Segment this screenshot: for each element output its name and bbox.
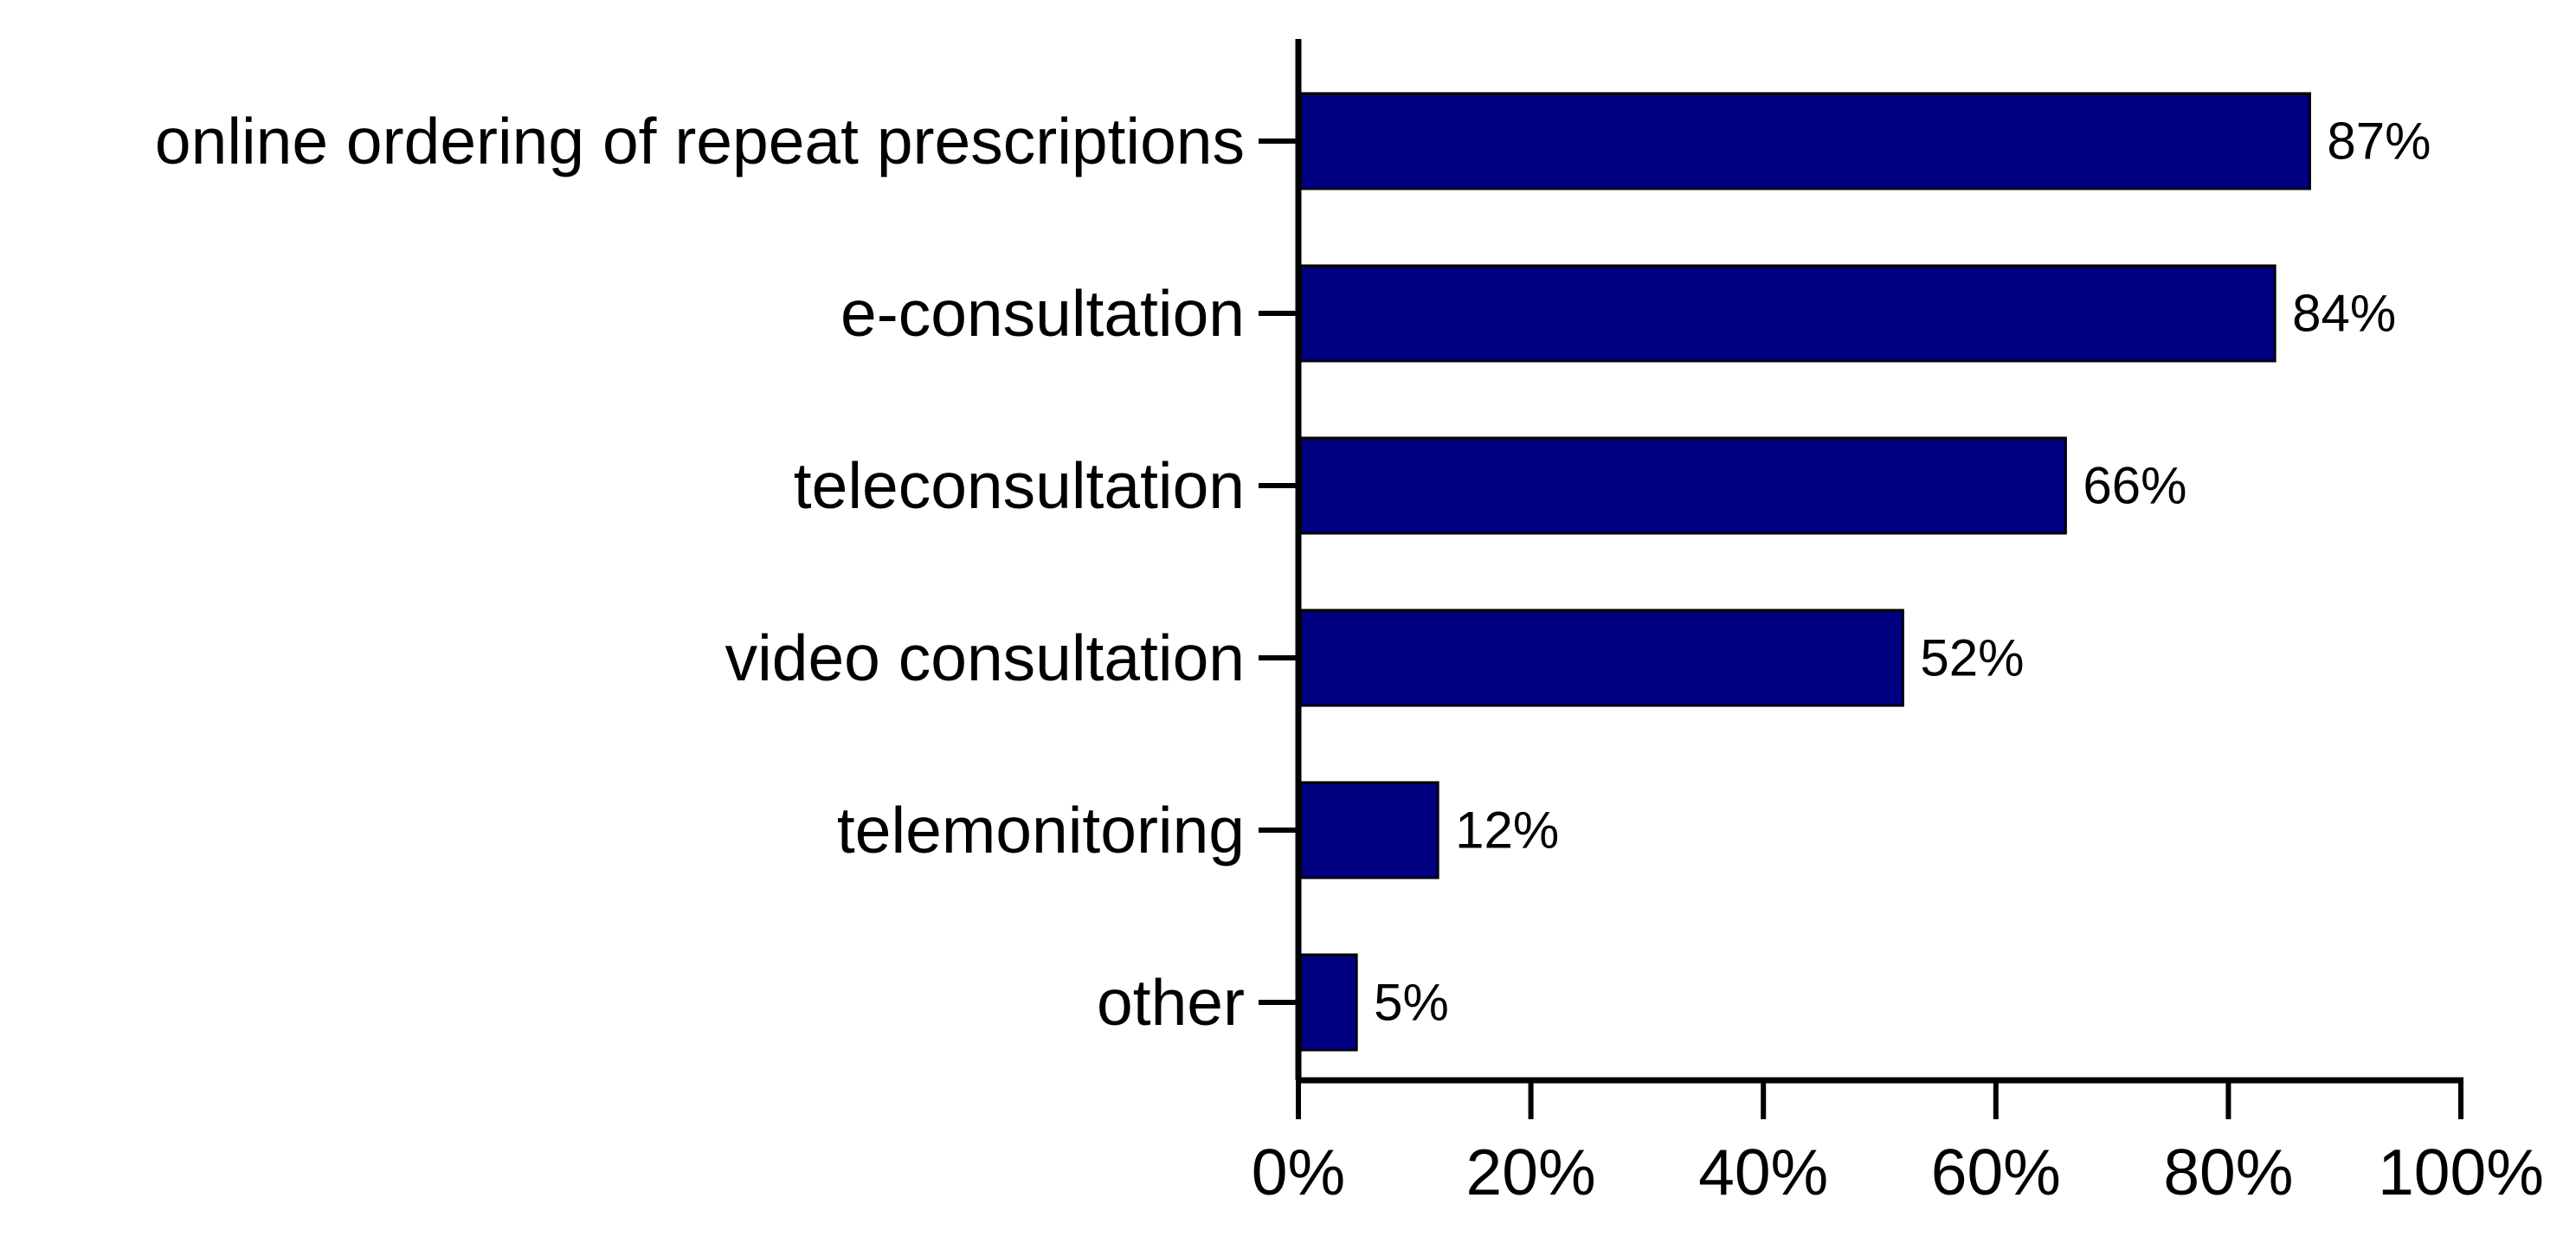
value-label: 12% <box>1455 802 1559 860</box>
category-label: e-consultation <box>840 277 1245 350</box>
bars-layer <box>1297 92 2311 1052</box>
category-label: telemonitoring <box>837 794 1245 866</box>
value-label: 87% <box>2327 113 2431 171</box>
category-label: teleconsultation <box>794 449 1245 522</box>
bar <box>1297 436 2067 535</box>
labels-layer: online ordering of repeat prescriptions 8… <box>155 105 2431 1039</box>
x-tick-label: 80% <box>2163 1136 2293 1208</box>
category-label: video consultation <box>725 622 1245 694</box>
x-tick-label: 0% <box>1252 1136 1345 1208</box>
x-tick-label: 40% <box>1698 1136 1828 1208</box>
bar <box>1297 92 2311 190</box>
value-label: 52% <box>1920 629 2024 687</box>
x-tick-label: 20% <box>1466 1136 1596 1208</box>
x-tick-label: 100% <box>2378 1136 2544 1208</box>
bar <box>1297 953 1358 1052</box>
x-tick-label: 60% <box>1931 1136 2061 1208</box>
value-label: 5% <box>1374 974 1449 1032</box>
category-label: other <box>1097 966 1245 1039</box>
bar <box>1297 781 1439 879</box>
axes-layer: 0% 20% 40% 60% 80% 100% <box>1252 39 2544 1208</box>
bar <box>1297 264 2277 363</box>
category-label: online ordering of repeat prescriptions <box>155 105 1245 177</box>
value-label: 84% <box>2292 285 2396 343</box>
bar <box>1297 609 1904 707</box>
value-label: 66% <box>2083 457 2186 515</box>
